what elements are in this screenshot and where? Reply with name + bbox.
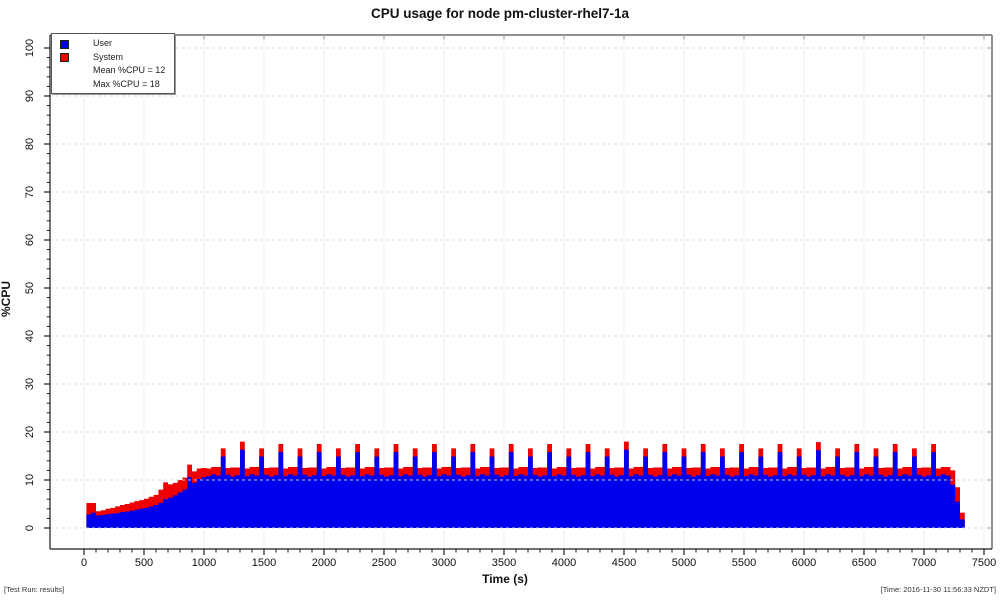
system-swatch-icon — [60, 53, 69, 62]
x-tick-label: 2500 — [371, 557, 397, 569]
y-tick-label: 20 — [24, 425, 36, 439]
footer-test-run: [Test Run: results] — [4, 585, 65, 594]
gridlines-horizontal — [50, 47, 992, 529]
y-tick-label: 100 — [24, 38, 36, 58]
axis-ticks — [44, 35, 992, 555]
y-tick-label: 80 — [24, 137, 36, 151]
plot-frame — [49, 34, 993, 550]
legend: User System Mean %CPU = 12 Max %CPU = 18 — [51, 33, 175, 94]
y-axis-label: %CPU — [0, 281, 13, 318]
x-tick-label: 0 — [80, 557, 88, 569]
x-tick-label: 5000 — [671, 557, 697, 569]
x-tick-label: 3500 — [491, 557, 517, 569]
x-axis-label: Time (s) — [482, 572, 528, 586]
x-tick-label: 5500 — [731, 557, 757, 569]
legend-item-mean: Mean %CPU = 12 — [52, 64, 172, 77]
x-tick-label: 1500 — [251, 557, 277, 569]
y-tick-label: 40 — [24, 329, 36, 343]
x-tick-label: 1000 — [191, 557, 217, 569]
y-tick-label: 50 — [24, 281, 36, 295]
y-tick-label: 0 — [24, 524, 36, 532]
legend-label: User — [93, 38, 113, 48]
y-tick-label: 10 — [24, 473, 36, 487]
x-tick-label: 2000 — [311, 557, 337, 569]
chart-title: CPU usage for node pm-cluster-rhel7-1a — [370, 6, 630, 21]
x-tick-label: 7000 — [911, 557, 937, 569]
x-tick-label: 7500 — [971, 557, 997, 569]
legend-label: Mean %CPU = 12 — [93, 65, 166, 75]
x-tick-label: 6000 — [791, 557, 817, 569]
legend-label: Max %CPU = 18 — [93, 78, 160, 89]
x-tick-label: 4500 — [611, 557, 637, 569]
legend-item-system: System — [52, 51, 172, 64]
x-tick-label: 3000 — [431, 557, 457, 569]
x-tick-label: 500 — [134, 557, 154, 569]
legend-label: System — [93, 51, 124, 62]
y-tick-label: 90 — [24, 89, 36, 103]
y-tick-label: 30 — [24, 377, 36, 391]
user-area — [86, 449, 965, 528]
x-tick-label: 4000 — [551, 557, 577, 569]
x-tick-label: 6500 — [851, 557, 877, 569]
y-tick-label: 70 — [24, 185, 36, 199]
chart-areas — [86, 441, 965, 528]
footer-timestamp: [Time: 2016-11-30 11:56:33 NZDT] — [880, 585, 996, 594]
user-swatch-icon — [60, 39, 69, 49]
legend-item-user: User — [52, 37, 172, 50]
y-tick-label: 60 — [24, 233, 36, 247]
legend-item-max: Max %CPU = 18 — [52, 78, 172, 91]
